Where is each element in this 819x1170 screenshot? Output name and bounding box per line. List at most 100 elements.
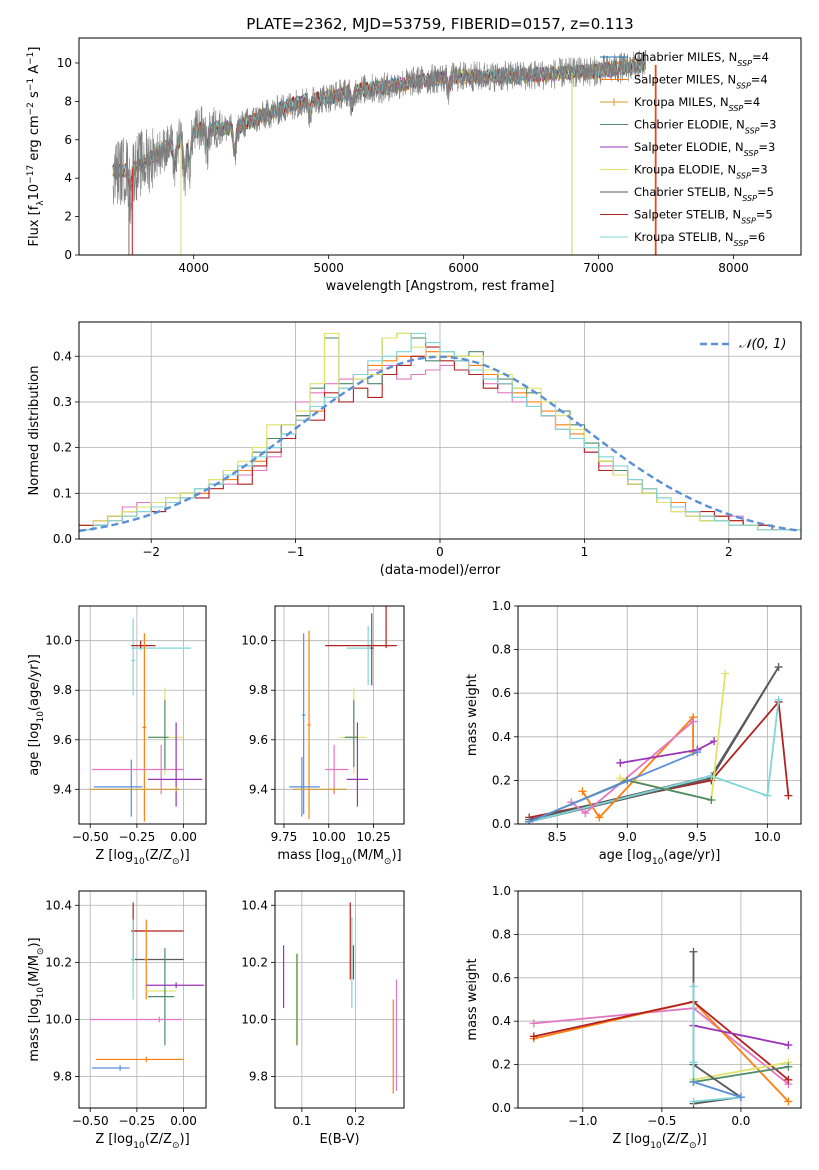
weight-vs-age-ytick-label: 0.8 <box>492 643 511 657</box>
mass-vs-EBV-ytick-label: 10.4 <box>241 898 268 912</box>
weight-vs-Z-xtick-label: −1.0 <box>568 1114 597 1128</box>
legend-label-sub: SSP <box>744 149 759 158</box>
mass-vs-Z-ylabel: mass [log10(M/M⊙)] <box>27 937 46 1061</box>
spectrum-xtick-label: 7000 <box>583 261 614 275</box>
mass-vs-Z-ytick-label: 9.8 <box>53 1070 72 1084</box>
age-vs-Z-xlabel-part: ⊙ <box>172 857 180 867</box>
spectrum-xtick-label: 5000 <box>313 261 344 275</box>
age-vs-mass-ytick-label: 10.0 <box>241 634 268 648</box>
legend-label-tail: =5 <box>757 185 774 199</box>
mass-vs-EBV-panel: 0.1 0.2 9.8 10.0 10.2 10.4 E(B-V) <box>241 890 405 1147</box>
age-vs-mass-panel: 9.75 10.00 10.25 9.4 9.6 9.8 10.0 mass [log10(M… <box>241 605 405 867</box>
legend-label-tail: =5 <box>756 208 773 222</box>
weight-point-marker <box>578 787 587 796</box>
weight-point-marker <box>689 947 698 956</box>
weight-point-marker <box>784 1062 793 1071</box>
mass-vs-Z-xlabel-part: )] <box>180 1132 190 1147</box>
legend-label-sub: SSP <box>729 104 744 113</box>
residuals-frame <box>78 321 802 540</box>
weight-point-marker <box>529 1032 538 1041</box>
gaussian-curve <box>79 355 801 533</box>
mass-vs-Z-ytick-label: 10.4 <box>45 898 72 912</box>
weight-vs-age-xlabel-part: 10 <box>652 857 664 867</box>
spectrum-xtick-label: 8000 <box>718 261 749 275</box>
age-vs-mass-ytick-label: 9.6 <box>249 733 268 747</box>
weight-vs-age-xlabel: age [log10(age/yr)] <box>599 848 721 867</box>
mass-vs-EBV-ytick-label: 10.2 <box>241 955 268 969</box>
legend-label-tail: =3 <box>751 163 768 177</box>
mass-vs-EBV-ytick-label: 10.0 <box>241 1012 268 1026</box>
spectrum-title: PLATE=2362, MJD=53759, FIBERID=0157, z=0… <box>246 15 633 33</box>
spectrum-ytick-label: 2 <box>64 210 72 224</box>
weight-vs-Z-xtick-label: −0.5 <box>647 1114 676 1128</box>
weight-point-marker <box>774 695 783 704</box>
mass-vs-Z-xlabel: Z [log10(Z/Z⊙)] <box>95 1132 189 1151</box>
weight-vs-age-frame <box>517 605 802 825</box>
weight-point-marker <box>616 774 625 783</box>
weight-point-marker <box>689 1097 698 1106</box>
weight-vs-age-ytick-label: 1.0 <box>492 599 511 613</box>
weight-vs-Z-ytick-label: 0.2 <box>492 1058 511 1072</box>
weight-vs-Z-ylabel: mass weight <box>465 958 480 1040</box>
legend-label-sub: SSP <box>734 239 749 248</box>
age-vs-mass-xtick-label: 9.75 <box>271 830 298 844</box>
mass-vs-EBV-xtick-label: 0.2 <box>346 1114 365 1128</box>
mass-vs-Z-xlabel-part: (Z/Z <box>145 1132 172 1147</box>
mass-vs-Z-xtick-label: −0.50 <box>72 1114 109 1128</box>
weight-point-marker <box>689 717 698 726</box>
mass-vs-Z-ylabel-part: )] <box>27 937 42 947</box>
legend-label: Kroupa MILES, NSSP=4 <box>634 95 760 113</box>
age-vs-Z-xtick-label: −0.25 <box>119 830 156 844</box>
age-vs-Z-xlabel-part: Z [log <box>95 848 133 863</box>
age-vs-Z-frame <box>78 605 207 825</box>
age-vs-Z-ytick-label: 9.8 <box>53 683 72 697</box>
weight-point-marker <box>689 1077 698 1086</box>
weight-point-marker <box>595 813 604 822</box>
spectrum-ylabel-part: −17 <box>26 165 36 184</box>
legend-label-name: Kroupa ELODIE, N <box>634 163 736 177</box>
legend-label-name: Salpeter STELIB, N <box>634 208 741 222</box>
legend-label-tail: =4 <box>743 95 760 109</box>
residuals-xtick-label: 0 <box>436 545 444 559</box>
weight-vs-Z-ytick-label: 0.4 <box>492 1014 511 1028</box>
legend-label: Kroupa STELIB, NSSP=6 <box>634 230 765 248</box>
spectrum-ylabel-part: A <box>27 65 42 78</box>
weight-point-marker <box>529 1019 538 1028</box>
spectrum-ylabel-part: ] <box>27 47 42 52</box>
weight-vs-Z-plot-area <box>529 947 793 1108</box>
age-vs-mass-ytick-label: 9.8 <box>249 683 268 697</box>
age-vs-Z-panel: −0.50 −0.25 0.009.49.69.810.0Z [log10(Z/Z⊙… <box>27 605 207 867</box>
legend-label-name: Chabrier STELIB, N <box>634 185 742 199</box>
weight-vs-Z-ytick-label: 1.0 <box>492 884 511 898</box>
weight-vs-Z-frame <box>517 890 802 1109</box>
legend-label-name: Salpeter ELODIE, N <box>634 140 744 154</box>
age-vs-Z-ylabel-part: age [log <box>27 723 42 776</box>
age-vs-Z-ytick-label: 10.0 <box>45 634 72 648</box>
age-vs-mass-xlabel-part: )] <box>391 848 401 863</box>
age-vs-mass-xlabel-part: ⊙ <box>384 857 392 867</box>
weight-vs-Z-panel: −1.0 −0.5 0.0 0.0 0.2 0.4 0.6 0.8 1.0 Z [log10(Z/… <box>465 884 802 1151</box>
spectrum-ytick-label: 6 <box>64 133 72 147</box>
mass-vs-Z-ylabel-part: mass [log <box>27 998 42 1061</box>
spectrum-ytick-label: 4 <box>64 171 72 185</box>
mass-vs-Z-xtick-label: 0.00 <box>170 1114 197 1128</box>
spectrum-ylabel-part: s <box>27 91 42 102</box>
spectrum-xtick-label: 4000 <box>178 261 209 275</box>
weight-point-marker <box>784 791 793 800</box>
spectrum-ylabel: Flux [fλ10−17 erg cm−2 s−1 A−1] <box>26 47 46 247</box>
legend-label-sub: SSP <box>741 216 756 225</box>
age-vs-mass-xtick-label: 10.00 <box>312 830 346 844</box>
weight-vs-age-xtick-label: 10.0 <box>754 830 781 844</box>
age-vs-Z-xlabel-part: 10 <box>133 857 145 867</box>
spectrum-ylabel-part: erg cm <box>27 115 42 164</box>
weight-vs-age-xtick-label: 9.0 <box>618 830 637 844</box>
weight-line <box>529 699 790 819</box>
spectrum-ylabel-part: 10 <box>27 184 42 201</box>
mass-vs-EBV-plot-area <box>283 902 398 1094</box>
weight-vs-Z-ytick-label: 0.0 <box>492 1101 511 1115</box>
age-vs-Z-plot-area <box>90 618 203 822</box>
weight-point-marker <box>784 1041 793 1050</box>
weight-vs-Z-ytick-label: 0.6 <box>492 971 511 985</box>
weight-point-marker <box>774 663 783 672</box>
